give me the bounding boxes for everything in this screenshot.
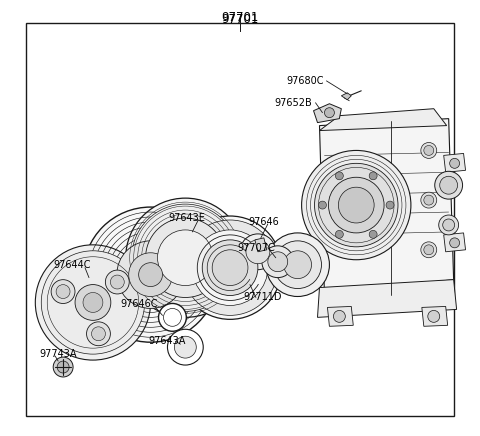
Circle shape [369, 172, 377, 180]
Circle shape [428, 310, 440, 322]
Circle shape [57, 361, 69, 373]
Circle shape [117, 241, 184, 308]
Circle shape [86, 322, 110, 346]
Circle shape [192, 230, 268, 306]
Circle shape [284, 251, 312, 279]
Circle shape [424, 245, 434, 255]
Polygon shape [327, 307, 353, 326]
Circle shape [157, 230, 213, 286]
Text: 97701: 97701 [221, 11, 259, 24]
Circle shape [324, 108, 335, 118]
Circle shape [440, 176, 457, 194]
Circle shape [36, 245, 151, 360]
Circle shape [435, 171, 463, 199]
Bar [26, 23, 454, 416]
Polygon shape [317, 279, 456, 317]
Polygon shape [422, 307, 448, 326]
Circle shape [164, 308, 181, 326]
Circle shape [336, 172, 343, 180]
Circle shape [336, 230, 343, 238]
Circle shape [301, 150, 411, 260]
Polygon shape [320, 119, 454, 294]
Circle shape [421, 192, 437, 208]
Text: 97646C: 97646C [121, 300, 158, 310]
Circle shape [274, 241, 322, 289]
Circle shape [338, 187, 374, 223]
Circle shape [314, 164, 398, 247]
Circle shape [174, 336, 196, 358]
Circle shape [450, 158, 459, 168]
Circle shape [106, 270, 129, 294]
Circle shape [262, 246, 294, 278]
Circle shape [110, 275, 124, 289]
Circle shape [83, 207, 218, 342]
Circle shape [240, 234, 276, 270]
Polygon shape [255, 238, 267, 252]
Circle shape [92, 327, 106, 341]
Polygon shape [444, 153, 466, 172]
Circle shape [212, 250, 248, 286]
Circle shape [246, 240, 270, 264]
Circle shape [202, 240, 258, 296]
Circle shape [179, 216, 282, 319]
Circle shape [83, 293, 103, 313]
Circle shape [421, 242, 437, 258]
Circle shape [41, 251, 144, 354]
Circle shape [132, 204, 239, 311]
Circle shape [56, 285, 70, 299]
Circle shape [421, 143, 437, 158]
Circle shape [158, 303, 186, 331]
Text: 97701: 97701 [221, 14, 259, 26]
Circle shape [266, 233, 329, 296]
Circle shape [334, 310, 345, 322]
Circle shape [369, 230, 377, 238]
Circle shape [319, 201, 326, 209]
Circle shape [424, 146, 434, 155]
Circle shape [53, 357, 73, 377]
Polygon shape [313, 104, 341, 123]
Polygon shape [320, 109, 447, 130]
Polygon shape [444, 233, 466, 252]
Circle shape [328, 177, 384, 233]
Text: 97743A: 97743A [39, 349, 77, 359]
Text: 97652B: 97652B [275, 98, 312, 108]
Text: 97643E: 97643E [168, 213, 205, 223]
Circle shape [139, 263, 163, 286]
Circle shape [424, 195, 434, 205]
Circle shape [126, 198, 245, 317]
Text: 97646: 97646 [248, 217, 279, 227]
Circle shape [450, 238, 459, 248]
Circle shape [75, 285, 111, 320]
Circle shape [386, 201, 394, 209]
Text: 97643A: 97643A [149, 336, 186, 346]
Text: 97707C: 97707C [237, 243, 275, 253]
Text: 97711D: 97711D [243, 293, 281, 303]
Text: 97644C: 97644C [53, 260, 91, 270]
Circle shape [439, 215, 458, 235]
Text: 97680C: 97680C [287, 76, 324, 86]
Circle shape [129, 253, 172, 296]
Circle shape [51, 279, 75, 303]
Circle shape [182, 220, 278, 315]
Polygon shape [341, 93, 351, 100]
Circle shape [168, 329, 203, 365]
Circle shape [443, 219, 455, 231]
Circle shape [268, 252, 288, 272]
Circle shape [145, 218, 225, 297]
